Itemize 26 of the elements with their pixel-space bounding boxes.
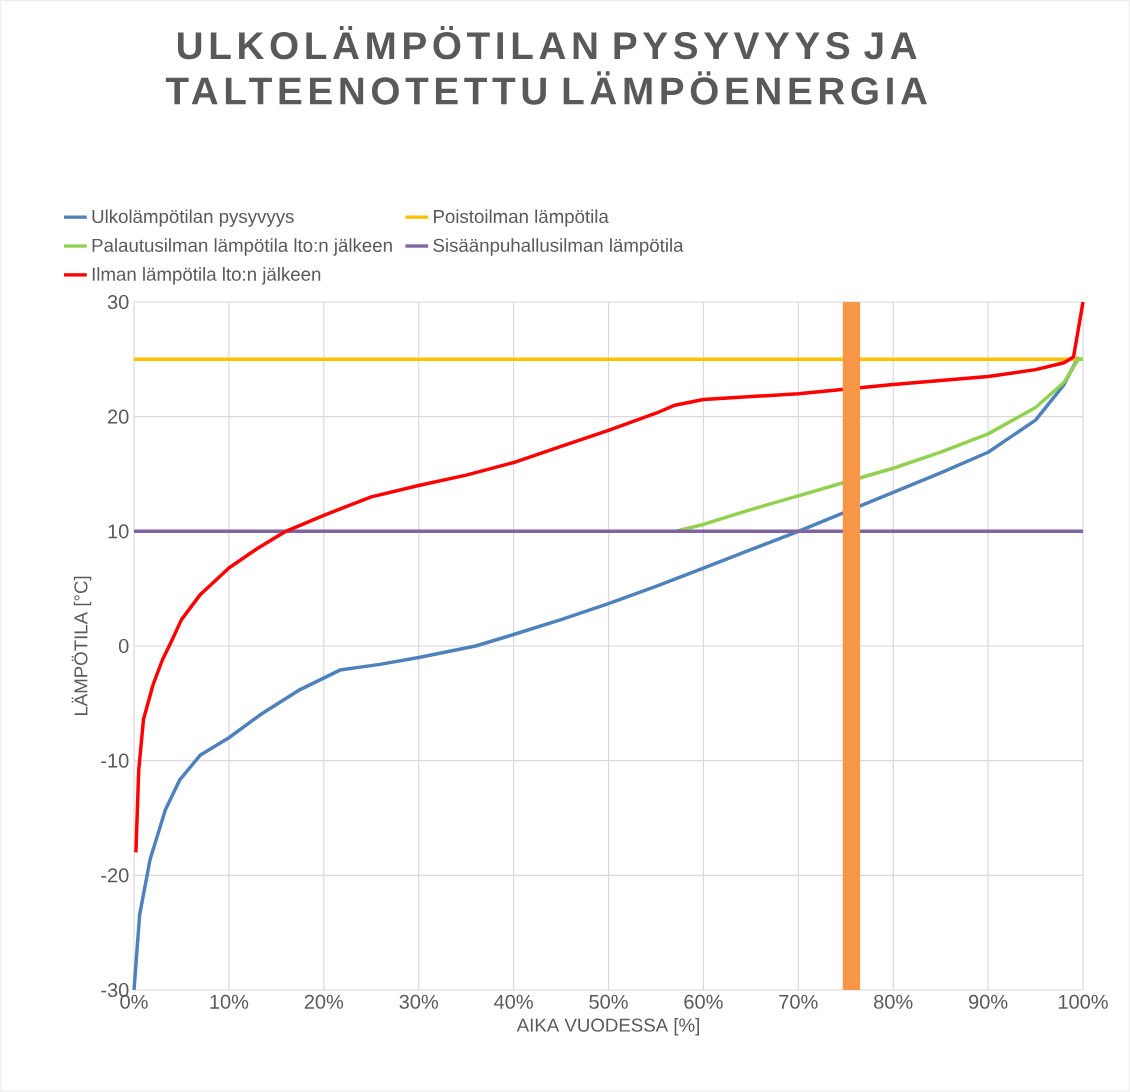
y-tick-label: 20	[108, 409, 129, 424]
legend-label: Palautusilman lämpötila lto:n jälkeen	[92, 238, 392, 256]
x-tick-label: 50%	[589, 994, 628, 1009]
y-axis-title: LÄMPÖTILA [°C]	[71, 576, 92, 716]
line-series	[132, 355, 1081, 992]
y-tick-label: -10	[101, 753, 129, 768]
y-tick-label: -20	[101, 868, 129, 883]
y-tick-label: 0	[118, 638, 129, 654]
x-tick-label: 20%	[304, 994, 344, 1009]
x-tick-label: 40%	[494, 994, 533, 1009]
x-axis-title: AIKA VUODESSA [%]	[516, 1018, 699, 1036]
x-tick-label: 60%	[684, 994, 723, 1009]
x-tick-label: 70%	[779, 994, 818, 1009]
legend-label: Ilman lämpötila lto:n jälkeen	[92, 267, 321, 285]
legend-label: Poistoilman lämpötila	[434, 209, 609, 227]
legend-label: Ulkolämpötilan pysyvyys	[92, 209, 294, 227]
y-tick-label: 30	[107, 294, 129, 310]
y-tick-label: 10	[108, 524, 129, 539]
x-tick-label: 100%	[1058, 994, 1108, 1009]
legend-label: Sisäänpuhallusilman lämpötila	[433, 238, 684, 256]
x-tick-label: 90%	[969, 994, 1008, 1009]
chart-title: ULKOLÄMPÖTILAN PYSYVYYS JA TALTEENOTETTU LÄMPÖENERGIA	[165, 25, 927, 105]
x-tick-label: 10%	[210, 994, 249, 1009]
x-tick-label: 30%	[399, 994, 438, 1009]
line-series	[134, 300, 1085, 855]
x-tick-label: 80%	[874, 994, 913, 1009]
